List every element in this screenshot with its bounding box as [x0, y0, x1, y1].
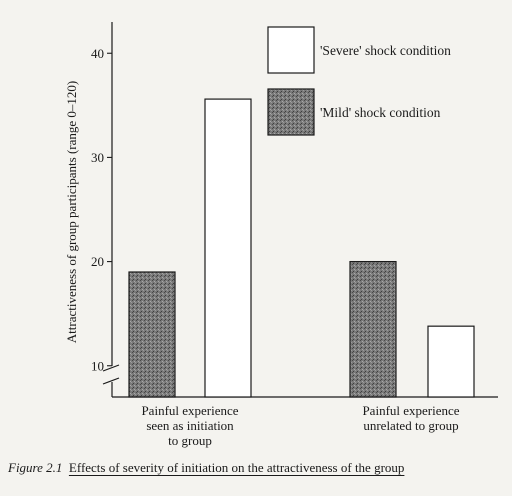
bars	[128, 98, 475, 398]
bar-mild	[349, 260, 397, 398]
axis-break-mark	[102, 364, 120, 372]
y-tick-label: 40	[91, 46, 104, 61]
y-tick-label: 30	[91, 150, 104, 165]
bar-chart: 10 20 30 40 'Severe' shock condition 'Mild' …	[64, 22, 498, 448]
figure-number: Figure 2.1	[8, 460, 63, 475]
y-axis-label: Attractiveness of group participants (ra…	[64, 81, 79, 343]
caption-text: Effects of severity of initiation on the…	[68, 460, 405, 475]
y-tick-label: 10	[91, 358, 104, 373]
bar-severe	[204, 98, 252, 398]
legend-label-mild: 'Mild' shock condition	[320, 105, 441, 120]
category-label-line: to group	[168, 433, 212, 448]
legend-swatch-severe	[267, 26, 315, 74]
bar-severe	[427, 325, 475, 398]
category-label-line: unrelated to group	[363, 418, 458, 433]
category-label-line: Painful experience	[362, 403, 459, 418]
figure-caption: Figure 2.1 Effects of severity of initia…	[8, 460, 508, 476]
y-axis: 10 20 30 40	[91, 22, 498, 398]
category-label-line: seen as initiation	[146, 418, 234, 433]
category-label-line: Painful experience	[141, 403, 238, 418]
category-label: Painful experience seen as initiation to g…	[141, 403, 238, 448]
axis-break-mark	[102, 377, 120, 385]
category-label: Painful experience unrelated to group	[362, 403, 459, 433]
legend-swatch-mild	[267, 88, 315, 136]
legend-label-severe: 'Severe' shock condition	[320, 43, 451, 58]
category-labels: Painful experience seen as initiation to g…	[141, 403, 459, 448]
y-tick-label: 20	[91, 254, 104, 269]
bar-mild	[128, 271, 176, 398]
legend: 'Severe' shock condition 'Mild' shock con…	[267, 26, 451, 136]
